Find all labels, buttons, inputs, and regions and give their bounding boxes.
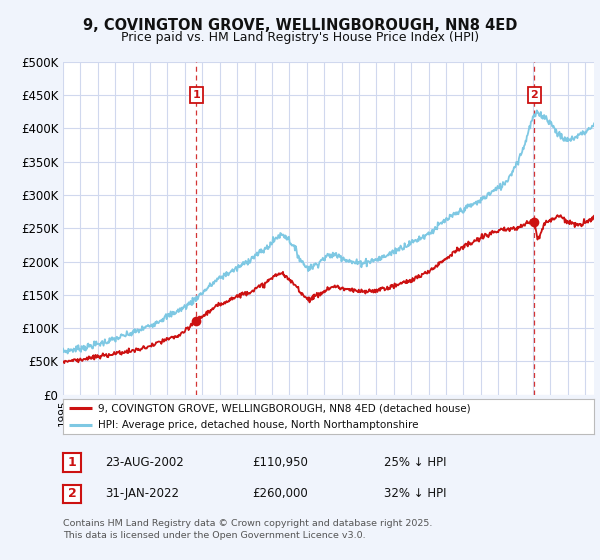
Text: HPI: Average price, detached house, North Northamptonshire: HPI: Average price, detached house, Nort… (98, 420, 418, 430)
Text: Price paid vs. HM Land Registry's House Price Index (HPI): Price paid vs. HM Land Registry's House … (121, 31, 479, 44)
Text: Contains HM Land Registry data © Crown copyright and database right 2025.
This d: Contains HM Land Registry data © Crown c… (63, 519, 433, 540)
Text: 1: 1 (193, 90, 200, 100)
Text: 9, COVINGTON GROVE, WELLINGBOROUGH, NN8 4ED: 9, COVINGTON GROVE, WELLINGBOROUGH, NN8 … (83, 18, 517, 33)
Text: 23-AUG-2002: 23-AUG-2002 (105, 456, 184, 469)
Text: 32% ↓ HPI: 32% ↓ HPI (384, 487, 446, 501)
Text: 31-JAN-2022: 31-JAN-2022 (105, 487, 179, 501)
Text: £110,950: £110,950 (252, 456, 308, 469)
Text: £260,000: £260,000 (252, 487, 308, 501)
Text: 2: 2 (530, 90, 538, 100)
Text: 1: 1 (68, 456, 76, 469)
Text: 25% ↓ HPI: 25% ↓ HPI (384, 456, 446, 469)
Text: 2: 2 (68, 487, 76, 501)
Text: 9, COVINGTON GROVE, WELLINGBOROUGH, NN8 4ED (detached house): 9, COVINGTON GROVE, WELLINGBOROUGH, NN8 … (98, 403, 470, 413)
